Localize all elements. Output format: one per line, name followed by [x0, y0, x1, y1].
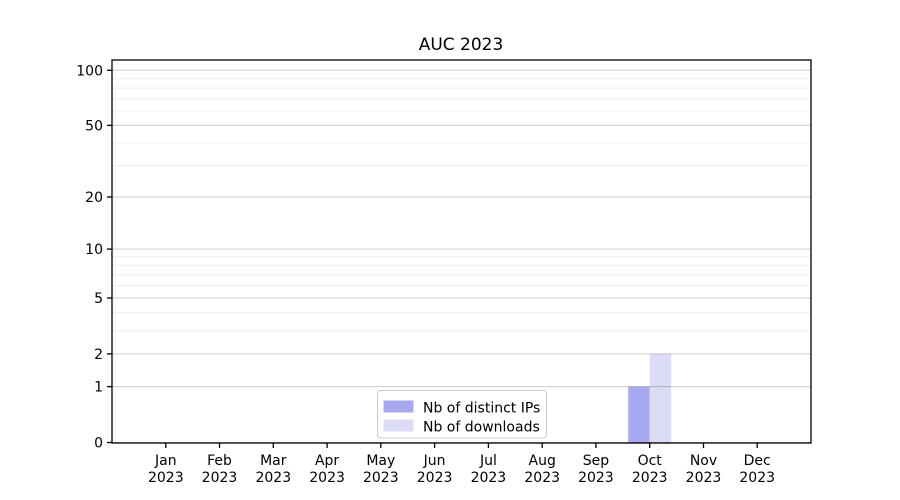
axes-layer: [107, 59, 812, 448]
x-tick-label: Nov 2023: [686, 453, 722, 486]
chart-title: AUC 2023: [419, 35, 504, 55]
x-tick-label: Aug 2023: [524, 453, 560, 486]
y-tick-label: 0: [94, 436, 103, 452]
x-tick-label: Jul 2023: [471, 453, 507, 486]
x-tick-label: Oct 2023: [632, 453, 668, 486]
y-tick-label: 50: [85, 118, 103, 134]
legend-swatch-series0: [383, 400, 414, 413]
y-tick-label: 2: [94, 347, 103, 363]
legend-swatch-series1: [383, 419, 414, 432]
x-tick-label: Dec 2023: [739, 453, 775, 486]
plot-border: [111, 59, 812, 444]
x-tick-label: Sep 2023: [578, 453, 614, 486]
x-tick-label: Jan 2023: [148, 453, 184, 486]
y-tick-label: 10: [85, 242, 103, 258]
y-tick-label: 100: [76, 63, 103, 79]
y-tick-label: 20: [85, 190, 103, 206]
x-tick-label: Feb 2023: [202, 453, 238, 486]
y-tick-label: 5: [94, 291, 103, 307]
x-tick-label: Apr 2023: [309, 453, 345, 486]
x-tick-label: May 2023: [363, 453, 399, 486]
legend-label-series1: Nb of downloads: [423, 420, 540, 436]
bar-oct-series1: [649, 353, 672, 443]
x-tick-label: Jun 2023: [417, 453, 453, 486]
tick-labels-layer: 0 1 2 5 10 20 50 100 Jan 2023 Feb 2023 Mar 2023 Apr 202…: [76, 63, 775, 486]
x-tick-label: Mar 2023: [255, 453, 291, 486]
legend-label-series0: Nb of distinct IPs: [423, 401, 540, 417]
legend-box: [377, 390, 547, 439]
bars-layer: [628, 353, 672, 443]
bar-oct-series0: [628, 386, 650, 443]
gridlines: [112, 69, 811, 443]
legend: Nb of distinct IPs Nb of downloads: [377, 390, 547, 439]
y-tick-label: 1: [94, 380, 103, 396]
